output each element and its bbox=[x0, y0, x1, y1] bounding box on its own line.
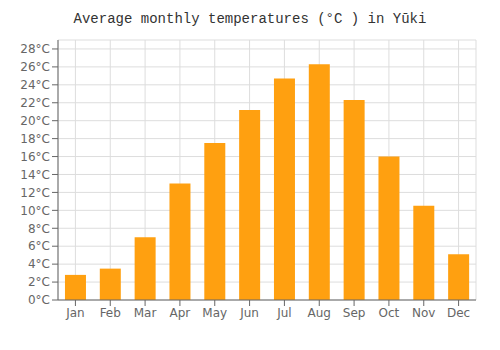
html-text:Average monthly temperatures (: Average monthly temperatures (°C ) in Yū… bbox=[73, 11, 427, 27]
svg-text:Jun: Jun bbox=[239, 306, 259, 320]
svg-text:4°C: 4°C bbox=[28, 257, 50, 271]
svg-text:Oct: Oct bbox=[379, 306, 400, 320]
svg-text:10°C: 10°C bbox=[20, 204, 50, 218]
svg-text:Feb: Feb bbox=[100, 306, 121, 320]
svg-text:Nov: Nov bbox=[412, 306, 435, 320]
svg-text:14°C: 14°C bbox=[20, 168, 50, 182]
svg-text:20°C: 20°C bbox=[20, 114, 50, 128]
svg-text:Jul: Jul bbox=[276, 306, 291, 320]
svg-text:16°C: 16°C bbox=[20, 150, 50, 164]
svg-text:18°C: 18°C bbox=[20, 132, 50, 146]
svg-text:12°C: 12°C bbox=[20, 186, 50, 200]
svg-text:26°C: 26°C bbox=[20, 60, 50, 74]
svg-text:6°C: 6°C bbox=[28, 239, 50, 253]
svg-text:Dec: Dec bbox=[447, 306, 470, 320]
svg-text:Jan: Jan bbox=[65, 306, 85, 320]
svg-text:May: May bbox=[202, 306, 227, 320]
svg-text:Mar: Mar bbox=[134, 306, 157, 320]
svg-text:8°C: 8°C bbox=[28, 222, 50, 236]
svg-text:22°C: 22°C bbox=[20, 96, 50, 110]
svg-text:Apr: Apr bbox=[170, 306, 191, 320]
svg-text:2°C: 2°C bbox=[28, 275, 50, 289]
svg-text:24°C: 24°C bbox=[20, 78, 50, 92]
svg-text:0°C: 0°C bbox=[28, 293, 50, 307]
svg-text:28°C: 28°C bbox=[20, 42, 50, 56]
svg-text:Sep: Sep bbox=[343, 306, 366, 320]
svg-text:Aug: Aug bbox=[308, 306, 331, 320]
